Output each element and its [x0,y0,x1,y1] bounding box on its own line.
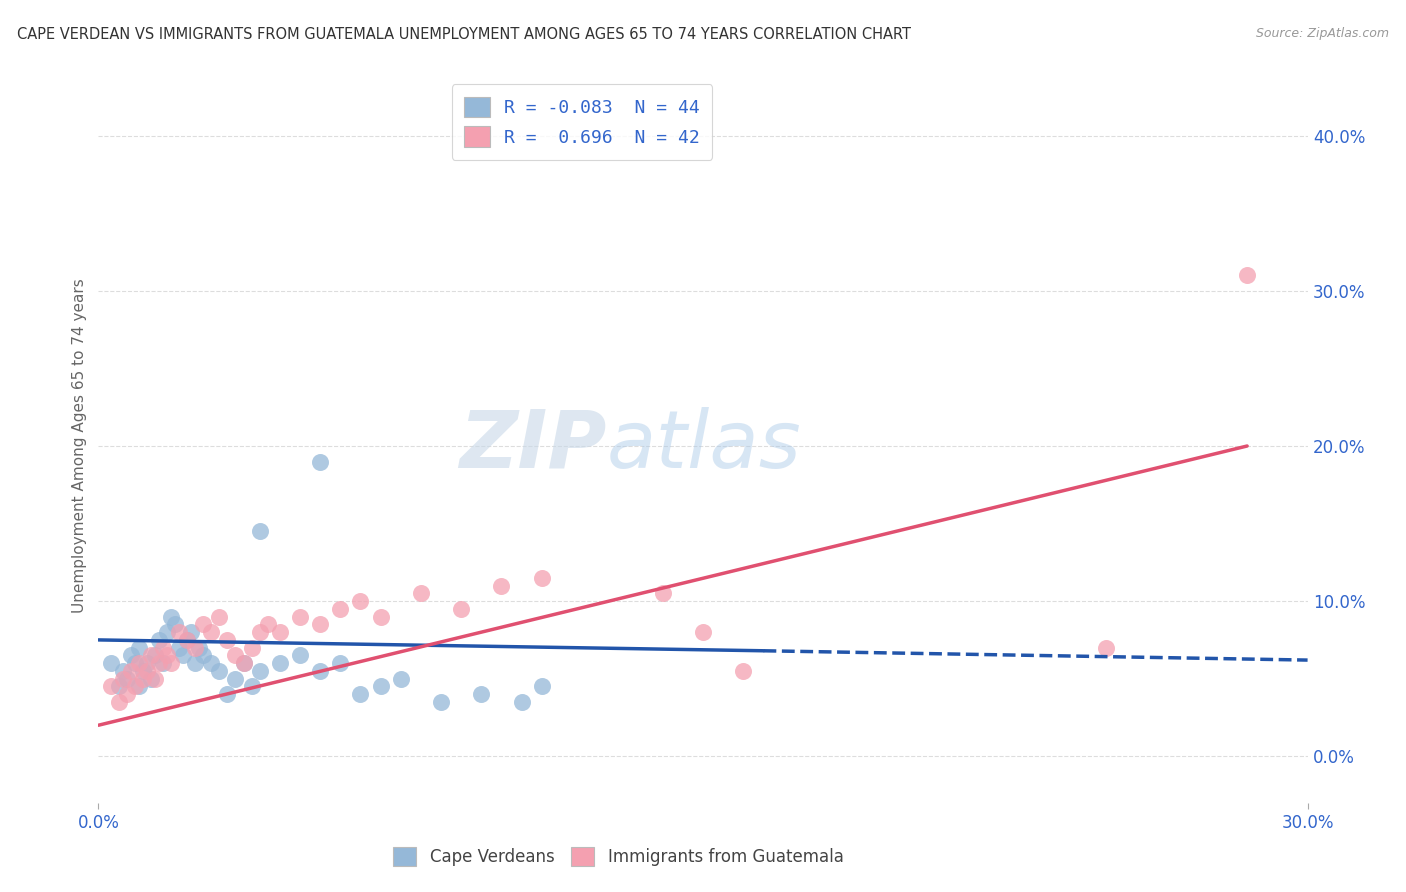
Legend: Cape Verdeans, Immigrants from Guatemala: Cape Verdeans, Immigrants from Guatemala [387,840,851,873]
Point [143,648,166,663]
Point [389,672,412,686]
Point [148,656,170,670]
Point [733,664,755,678]
Point [124,656,146,670]
Point [269,625,291,640]
Point [249,625,271,640]
Point [107,680,129,694]
Point [510,695,533,709]
Point [143,672,166,686]
Point [692,625,714,640]
Point [256,617,278,632]
Point [172,648,194,663]
Point [167,640,190,655]
Point [200,656,222,670]
Point [329,656,352,670]
Point [309,454,332,468]
Point [193,617,215,632]
Point [193,648,215,663]
Point [409,586,432,600]
Point [139,672,162,686]
Point [217,632,239,647]
Point [1095,640,1118,655]
Point [470,687,492,701]
Point [111,672,134,686]
Point [530,571,553,585]
Point [139,648,162,663]
Point [100,680,122,694]
Point [224,672,246,686]
Point [240,640,263,655]
Point [132,672,155,686]
Point [156,648,179,663]
Point [160,656,183,670]
Point [349,687,371,701]
Point [107,695,129,709]
Point [208,609,231,624]
Point [135,664,157,678]
Point [128,640,150,655]
Text: ZIP: ZIP [458,407,606,485]
Point [148,632,170,647]
Point [163,617,186,632]
Point [370,609,392,624]
Text: Source: ZipAtlas.com: Source: ZipAtlas.com [1256,27,1389,40]
Text: CAPE VERDEAN VS IMMIGRANTS FROM GUATEMALA UNEMPLOYMENT AMONG AGES 65 TO 74 YEARS: CAPE VERDEAN VS IMMIGRANTS FROM GUATEMAL… [17,27,911,42]
Point [115,687,138,701]
Point [288,648,311,663]
Point [651,586,673,600]
Y-axis label: Unemployment Among Ages 65 to 74 years: Unemployment Among Ages 65 to 74 years [72,278,87,614]
Point [160,609,183,624]
Point [217,687,239,701]
Point [309,664,332,678]
Text: atlas: atlas [606,407,801,485]
Point [128,680,150,694]
Point [120,664,142,678]
Point [269,656,291,670]
Point [370,680,392,694]
Point [156,625,179,640]
Point [111,664,134,678]
Point [1236,268,1258,283]
Point [232,656,254,670]
Point [115,672,138,686]
Point [184,656,207,670]
Point [450,602,472,616]
Point [491,579,513,593]
Point [224,648,246,663]
Point [152,656,174,670]
Point [249,524,271,539]
Point [329,602,352,616]
Point [184,640,207,655]
Point [288,609,311,624]
Point [176,632,198,647]
Point [120,648,142,663]
Point [180,625,202,640]
Point [132,664,155,678]
Point [135,656,157,670]
Point [430,695,453,709]
Point [100,656,122,670]
Point [152,640,174,655]
Point [188,640,211,655]
Point [309,617,332,632]
Point [530,680,553,694]
Point [200,625,222,640]
Point [232,656,254,670]
Point [349,594,371,608]
Point [240,680,263,694]
Point [176,632,198,647]
Point [208,664,231,678]
Point [124,680,146,694]
Point [128,656,150,670]
Point [167,625,190,640]
Point [249,664,271,678]
